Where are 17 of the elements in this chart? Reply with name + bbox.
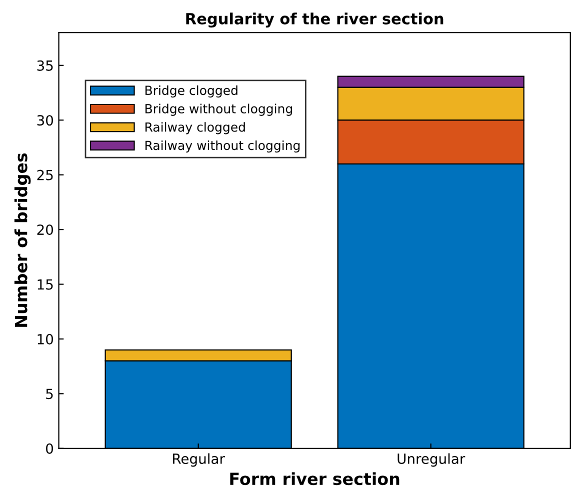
- legend-label: Railway clogged: [145, 122, 245, 134]
- y-tick-label: 5: [46, 388, 53, 400]
- y-tick-label: 0: [46, 443, 54, 454]
- legend-label: Bridge without clogging: [145, 104, 292, 116]
- x-axis-title: Form river section: [230, 472, 400, 486]
- y-tick-label: 35: [37, 60, 53, 71]
- y-tick-label: 30: [37, 115, 54, 126]
- x-tick-label: Unregular: [398, 453, 466, 467]
- legend-label: Railway without clogging: [145, 140, 300, 153]
- y-tick-label: 20: [37, 224, 54, 236]
- legend-label: Bridge clogged: [145, 85, 238, 98]
- x-tick-label: Regular: [173, 453, 225, 467]
- y-tick-label: 15: [38, 279, 53, 290]
- y-tick-label: 25: [37, 170, 53, 180]
- y-axis-title: Number of bridges: [14, 153, 31, 327]
- y-tick-label: 10: [38, 334, 54, 344]
- chart-title: Regularity of the river section: [186, 12, 444, 28]
